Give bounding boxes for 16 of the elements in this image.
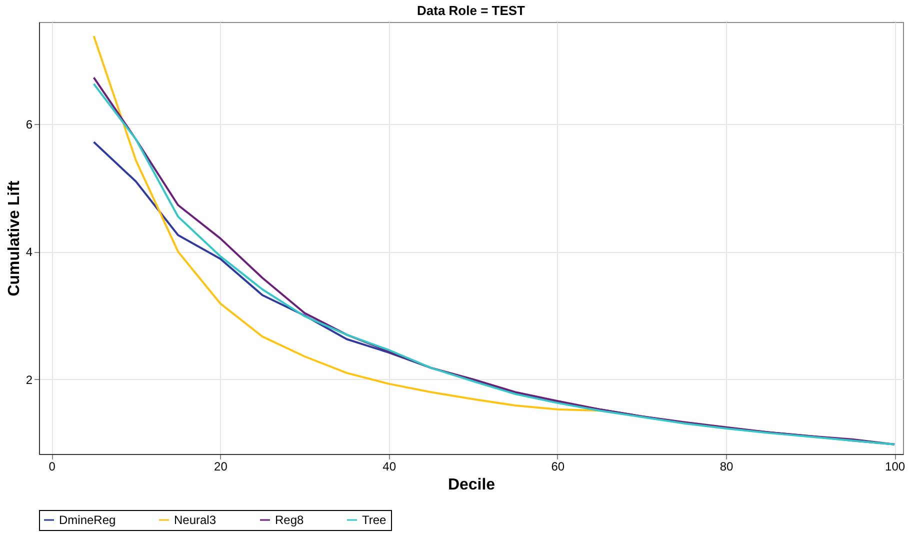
chart-title: Data Role = TEST <box>417 3 526 18</box>
legend-label: Tree <box>362 513 387 527</box>
y-tick-label: 4 <box>26 245 33 260</box>
y-tick-label: 6 <box>26 118 33 132</box>
x-tick-label: 80 <box>720 460 734 474</box>
legend-label: Neural3 <box>174 513 216 527</box>
legend-label: DmineReg <box>59 513 116 527</box>
x-tick-label: 40 <box>382 460 396 474</box>
legend-label: Reg8 <box>275 513 304 527</box>
x-tick-label: 0 <box>48 460 56 474</box>
x-tick-label: 20 <box>214 460 228 474</box>
y-tick-label: 2 <box>26 372 33 387</box>
x-tick-label: 100 <box>885 460 906 474</box>
x-axis-title: Decile <box>448 476 496 494</box>
y-axis-title: Cumulative Lift <box>6 180 23 296</box>
x-tick-label: 60 <box>551 460 565 474</box>
